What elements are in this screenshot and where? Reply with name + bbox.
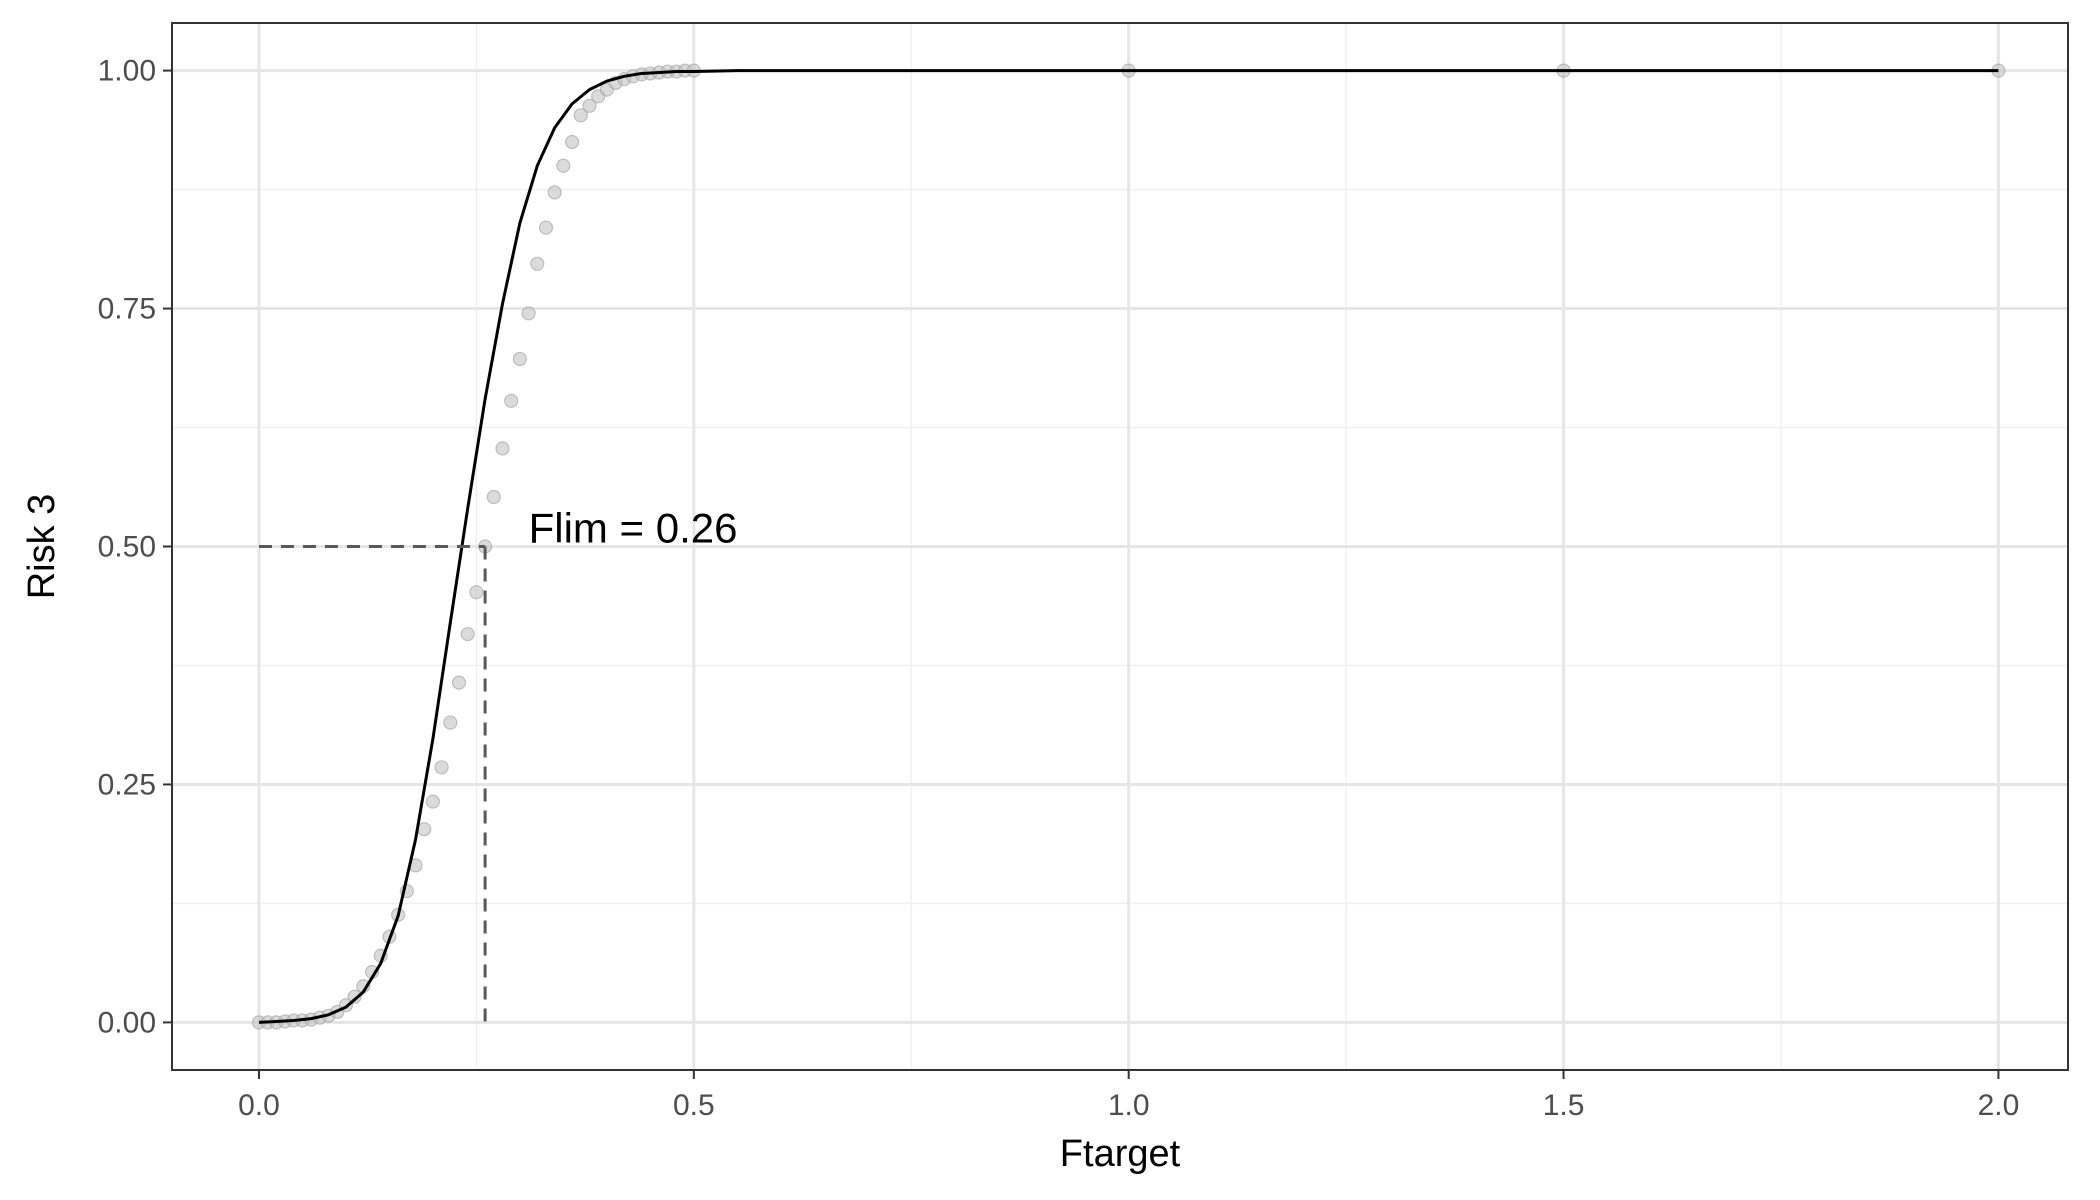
data-layer [251, 63, 2006, 1030]
data-point [582, 98, 597, 113]
data-point [521, 306, 536, 321]
data-point [417, 822, 432, 837]
x-axis-ticks: 0.0 0.5 1.0 1.5 2.0 [238, 1070, 2019, 1122]
y-tick-label: 0.00 [98, 1006, 156, 1039]
data-point [347, 989, 362, 1004]
data-point [512, 351, 527, 367]
data-point [573, 108, 588, 123]
x-axis-title: Ftarget [1060, 1133, 1181, 1175]
y-axis-title: Risk 3 [21, 494, 63, 600]
data-point [564, 134, 580, 150]
data-point [443, 715, 458, 730]
x-tick-label: 2.0 [1978, 1089, 2020, 1122]
data-point [486, 489, 501, 505]
data-point [495, 441, 510, 456]
x-tick-label: 1.5 [1543, 1089, 1585, 1122]
x-tick-label: 0.0 [238, 1089, 280, 1122]
x-tick-label: 1.0 [1108, 1089, 1150, 1122]
data-point [556, 158, 571, 173]
data-point [538, 220, 554, 235]
data-point [504, 393, 519, 408]
y-axis-ticks: 0.00 0.25 0.50 0.75 1.00 [98, 55, 172, 1039]
data-point [469, 585, 484, 600]
data-point [547, 185, 562, 200]
data-point [451, 675, 467, 690]
data-point [434, 760, 449, 775]
fitted-curve [258, 69, 1999, 1024]
y-tick-label: 0.50 [98, 531, 156, 564]
data-point [425, 794, 441, 809]
x-tick-label: 0.5 [673, 1089, 715, 1122]
y-tick-label: 1.00 [98, 55, 156, 88]
flim-annotation: Flim = 0.26 [529, 504, 738, 551]
y-tick-label: 0.25 [98, 768, 156, 801]
data-point [530, 256, 545, 271]
y-tick-label: 0.75 [98, 293, 156, 326]
data-point [460, 626, 475, 642]
